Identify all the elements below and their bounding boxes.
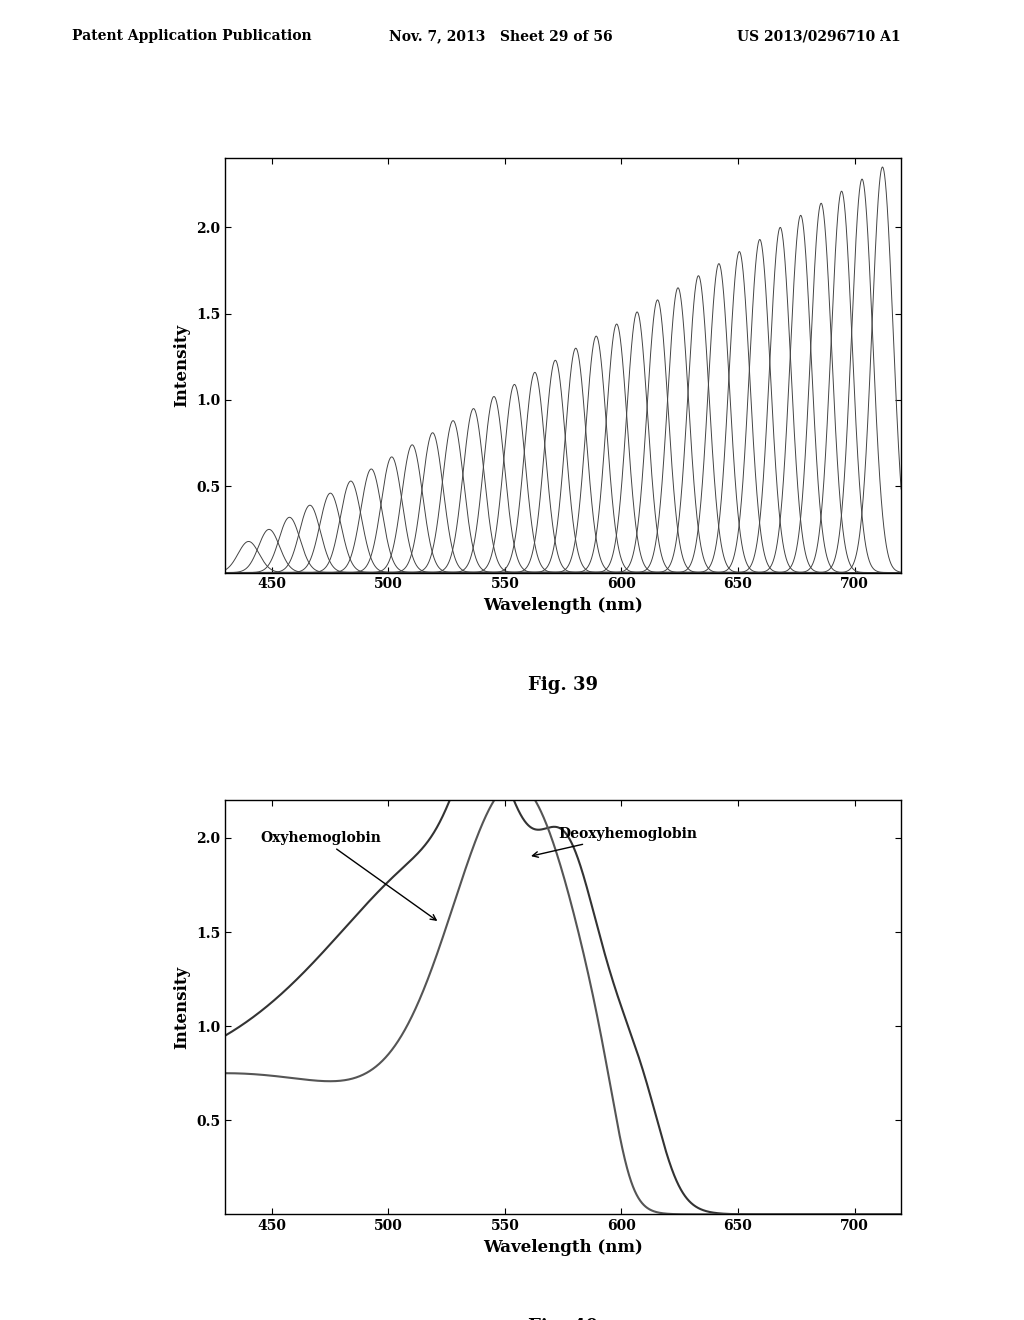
Text: Nov. 7, 2013   Sheet 29 of 56: Nov. 7, 2013 Sheet 29 of 56 <box>389 29 612 44</box>
Text: US 2013/0296710 A1: US 2013/0296710 A1 <box>737 29 901 44</box>
Text: Deoxyhemoglobin: Deoxyhemoglobin <box>532 826 697 857</box>
Y-axis label: Intensity: Intensity <box>174 966 190 1049</box>
Text: Fig. 40: Fig. 40 <box>528 1317 598 1320</box>
X-axis label: Wavelength (nm): Wavelength (nm) <box>483 1238 643 1255</box>
Y-axis label: Intensity: Intensity <box>174 323 190 407</box>
X-axis label: Wavelength (nm): Wavelength (nm) <box>483 597 643 614</box>
Text: Oxyhemoglobin: Oxyhemoglobin <box>260 830 436 920</box>
Text: Fig. 39: Fig. 39 <box>528 676 598 694</box>
Text: Patent Application Publication: Patent Application Publication <box>72 29 311 44</box>
